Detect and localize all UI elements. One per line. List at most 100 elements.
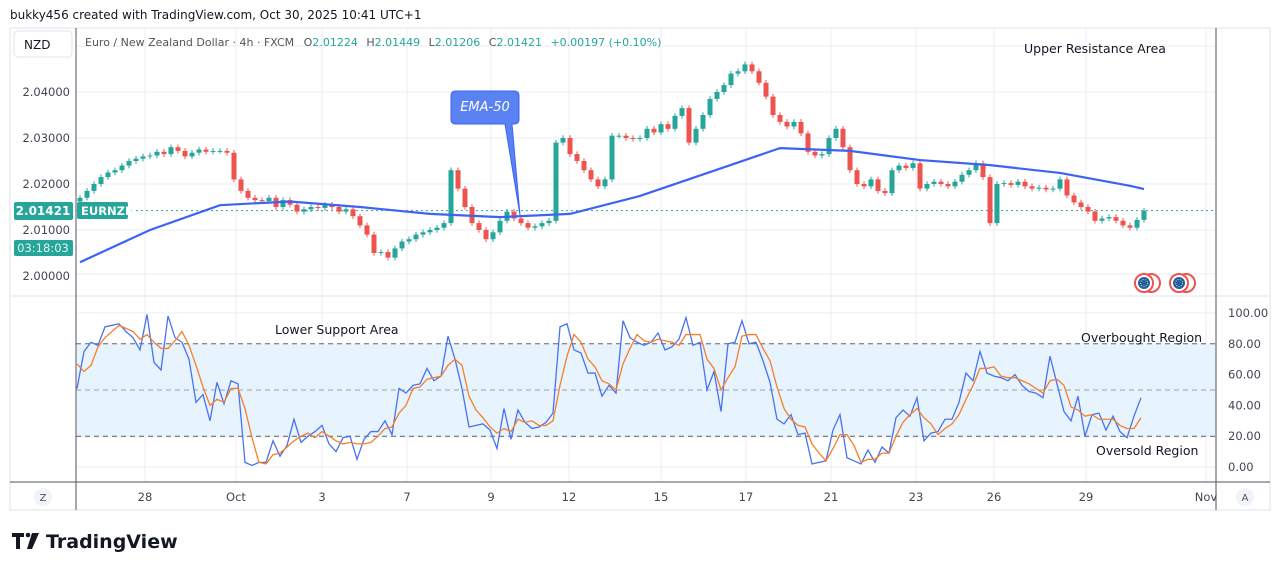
candle	[133, 155, 139, 164]
candle-body	[1085, 207, 1091, 212]
candle-body	[511, 211, 517, 219]
candle	[119, 162, 125, 173]
candle	[175, 144, 181, 154]
candle	[630, 135, 636, 142]
candle	[882, 188, 888, 196]
candle-body	[126, 161, 132, 166]
auto-scale-right-button[interactable]: A	[1236, 488, 1254, 506]
candle-body	[1036, 187, 1042, 189]
candle-body	[721, 85, 727, 92]
currency-button[interactable]: NZD	[13, 30, 73, 58]
candle-body	[1057, 179, 1063, 189]
candle	[1022, 178, 1028, 190]
candle-body	[602, 179, 608, 187]
candle-body	[609, 135, 615, 180]
candle	[700, 112, 706, 132]
candle	[742, 61, 748, 75]
candle	[1113, 214, 1119, 224]
candle-body	[1106, 217, 1112, 219]
candle	[518, 215, 524, 226]
candle	[483, 227, 489, 242]
candle-body	[896, 165, 902, 171]
eu-flag-event-icon[interactable]	[1169, 273, 1196, 293]
candle-body	[693, 128, 699, 143]
candle-body	[252, 197, 258, 201]
candle-body	[1113, 217, 1119, 221]
candle	[784, 119, 790, 130]
candle-body	[266, 197, 272, 202]
rsi-tick-label: 40.00	[1228, 398, 1261, 412]
candle-body	[1015, 181, 1021, 185]
time-tick-label: 26	[987, 490, 1002, 504]
candle	[350, 206, 356, 219]
candle-body	[378, 252, 384, 254]
candle-body	[798, 121, 804, 134]
candle	[861, 181, 867, 190]
candle-body	[91, 184, 97, 191]
high-value: 2.01449	[375, 36, 421, 49]
candle-body	[490, 232, 496, 240]
price-tick-label: 2.03000	[22, 131, 70, 145]
candle-body	[777, 115, 783, 122]
time-tick-label: 23	[909, 490, 924, 504]
candle	[189, 149, 195, 160]
candle-body	[385, 252, 391, 258]
candle	[819, 151, 825, 159]
eu-flag-event-icon[interactable]	[1134, 273, 1161, 293]
oversold-label: Oversold Region	[1096, 443, 1198, 458]
rsi-tick-label: 0.00	[1228, 460, 1254, 474]
candle-body	[749, 64, 755, 72]
candle-body	[889, 170, 895, 194]
candle-body	[343, 209, 349, 212]
candle-body	[168, 147, 174, 155]
candle	[126, 158, 132, 169]
candle	[777, 112, 783, 125]
candle	[511, 208, 517, 222]
candle-body	[672, 115, 678, 129]
candle	[847, 144, 853, 173]
candle-body	[623, 135, 629, 138]
candle-body	[924, 184, 930, 189]
candle	[1078, 199, 1084, 210]
candle	[651, 126, 657, 136]
candle	[707, 96, 713, 118]
auto-scale-left-button[interactable]: Z	[34, 488, 52, 506]
candle	[364, 222, 370, 238]
candle	[840, 126, 846, 150]
rsi-axis[interactable]: 100.00 80.00 60.00 40.00 20.00 0.00	[1228, 306, 1268, 474]
candle-body	[154, 151, 160, 156]
candle-body	[336, 207, 342, 212]
candle-body	[280, 200, 286, 207]
time-axis[interactable]: 28 Oct 3 7 9 12 15 17 21 23 26 29 Nov	[138, 490, 1218, 504]
candle	[1071, 192, 1077, 206]
candle-body	[105, 172, 111, 178]
candle	[161, 149, 167, 157]
candle-body	[546, 220, 552, 224]
candle-body	[1078, 202, 1084, 207]
candle-body	[966, 170, 972, 175]
candle-body	[847, 147, 853, 171]
symbol-description: Euro / New Zealand Dollar · 4h · FXCM	[85, 36, 294, 49]
candle-body	[140, 156, 146, 159]
candle	[455, 167, 461, 192]
current-price: 2.01421	[16, 204, 71, 218]
candle-body	[651, 128, 657, 133]
candle-body	[826, 138, 832, 155]
candle	[623, 132, 629, 141]
candle	[945, 181, 951, 190]
candle-body	[735, 71, 741, 74]
candle-body	[560, 138, 566, 143]
price-axis[interactable]: 2.04000 2.03000 2.02000 2.01000 2.00000	[22, 85, 70, 283]
candle-body	[483, 230, 489, 240]
candle-body	[525, 223, 531, 228]
candle-body	[161, 151, 167, 155]
candle	[959, 172, 965, 185]
chart-frame	[9, 27, 1271, 511]
candle-body	[931, 181, 937, 184]
candle-body	[238, 179, 244, 191]
candle	[672, 113, 678, 132]
candle	[252, 195, 258, 203]
ema-callout[interactable]: EMA-50	[450, 90, 521, 216]
candle-body	[532, 226, 538, 228]
